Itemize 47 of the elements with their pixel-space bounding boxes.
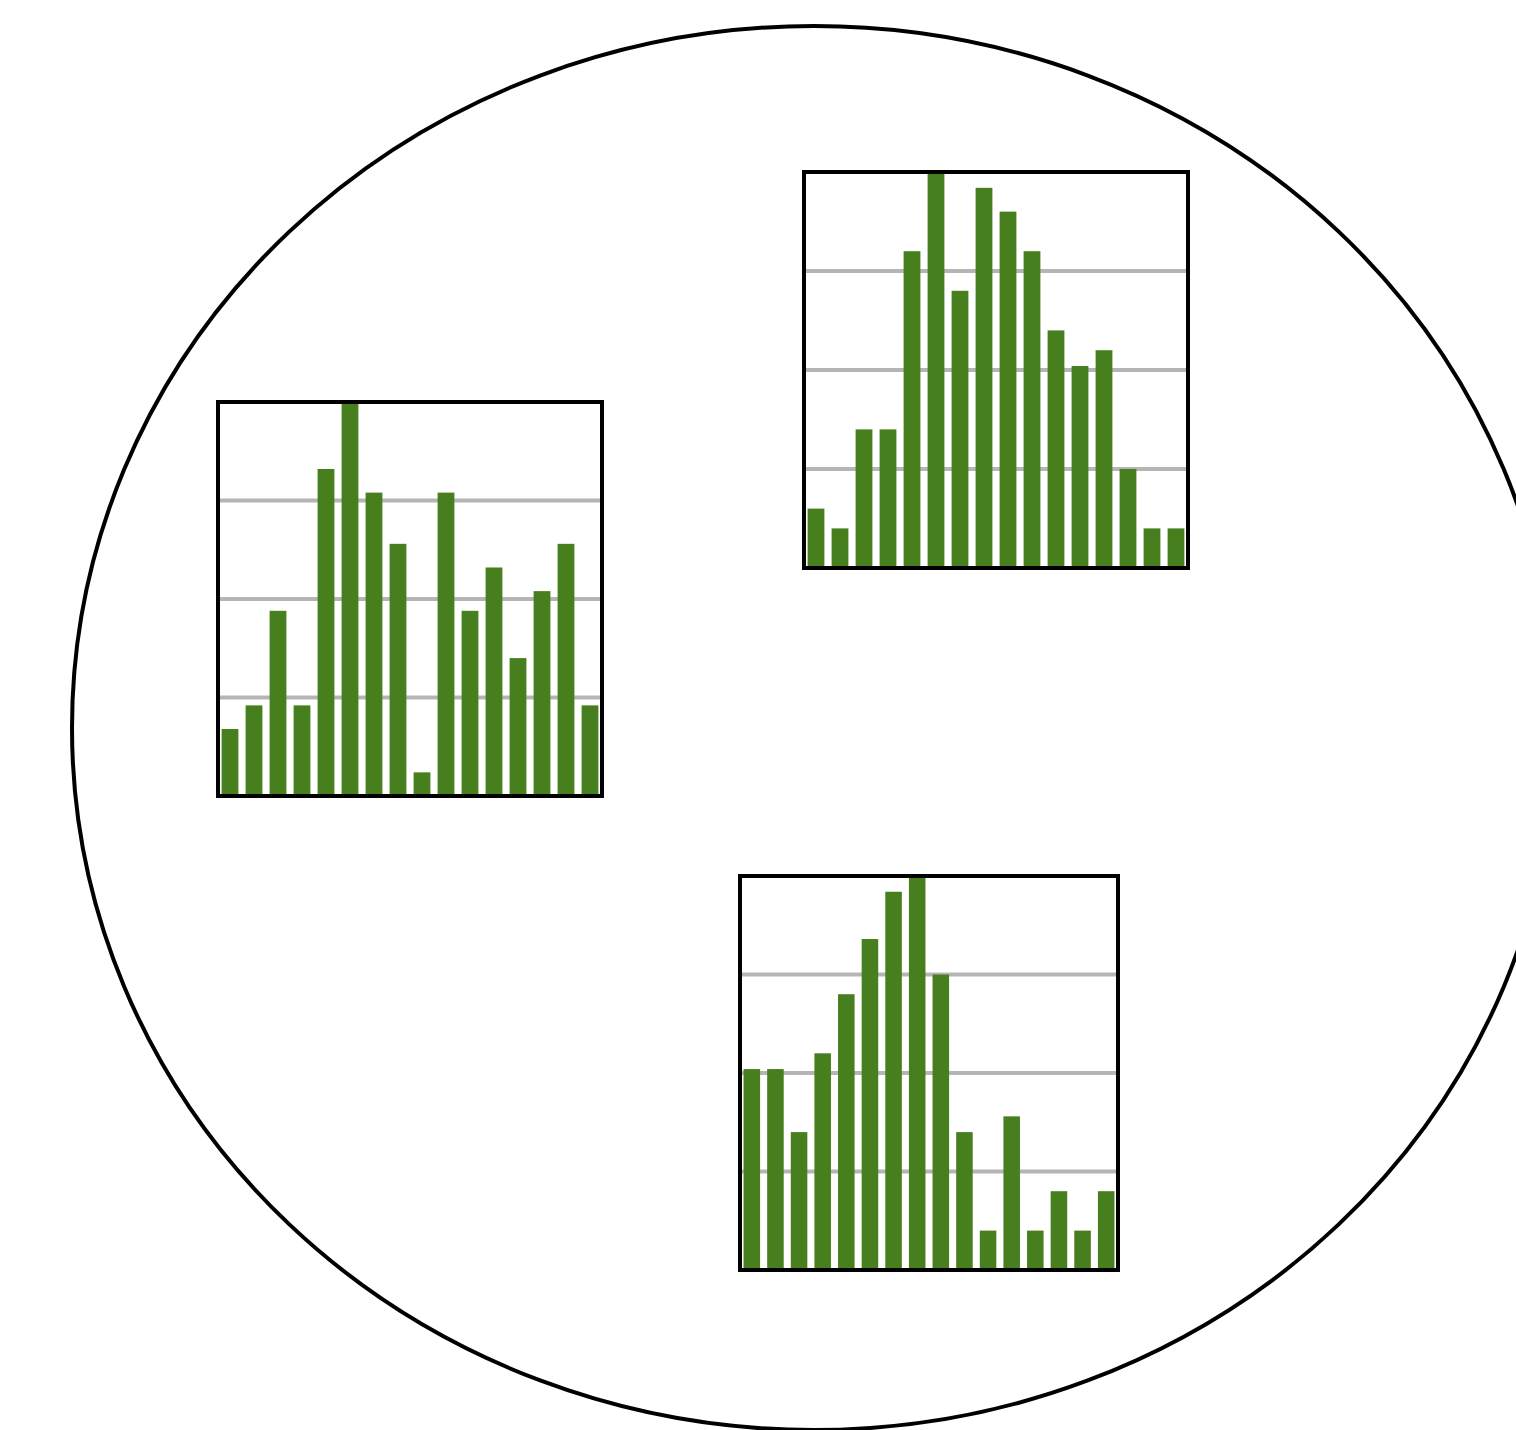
bar	[932, 974, 950, 1270]
bar	[1050, 1191, 1068, 1270]
bar	[317, 468, 335, 796]
bar	[1023, 251, 1041, 568]
bar	[1095, 350, 1113, 568]
bar	[807, 508, 825, 568]
bar	[1097, 1191, 1115, 1270]
bar	[365, 492, 383, 796]
bar	[790, 1132, 808, 1270]
bar	[831, 528, 849, 568]
bar	[855, 429, 873, 568]
bar	[879, 429, 897, 568]
bar	[979, 1230, 997, 1270]
bar	[814, 1053, 831, 1270]
bar	[1074, 1230, 1091, 1270]
bar	[743, 1069, 761, 1270]
bar	[1167, 528, 1185, 568]
bar	[903, 251, 921, 568]
bar	[908, 876, 926, 1270]
bar	[1047, 330, 1065, 568]
bar	[1027, 1230, 1044, 1270]
bar	[861, 939, 879, 1270]
bar	[509, 658, 527, 796]
bar	[1003, 1116, 1020, 1270]
bar	[581, 705, 599, 796]
bar	[341, 402, 359, 796]
bar	[975, 187, 993, 568]
bar	[389, 543, 407, 796]
bar	[461, 610, 479, 796]
bar	[557, 543, 575, 796]
bar	[485, 567, 503, 796]
bar	[951, 290, 969, 568]
bar	[533, 591, 551, 796]
bar	[245, 705, 263, 796]
bar	[293, 705, 311, 796]
bar	[999, 211, 1017, 568]
bar	[956, 1132, 973, 1270]
bar	[437, 492, 455, 796]
bar	[1119, 469, 1137, 568]
bar	[269, 610, 287, 796]
bar	[767, 1069, 784, 1270]
bar	[885, 891, 902, 1270]
bar	[221, 729, 239, 796]
bar	[1071, 366, 1089, 568]
bar	[927, 172, 945, 568]
bar	[1143, 528, 1161, 568]
bar	[838, 994, 855, 1270]
